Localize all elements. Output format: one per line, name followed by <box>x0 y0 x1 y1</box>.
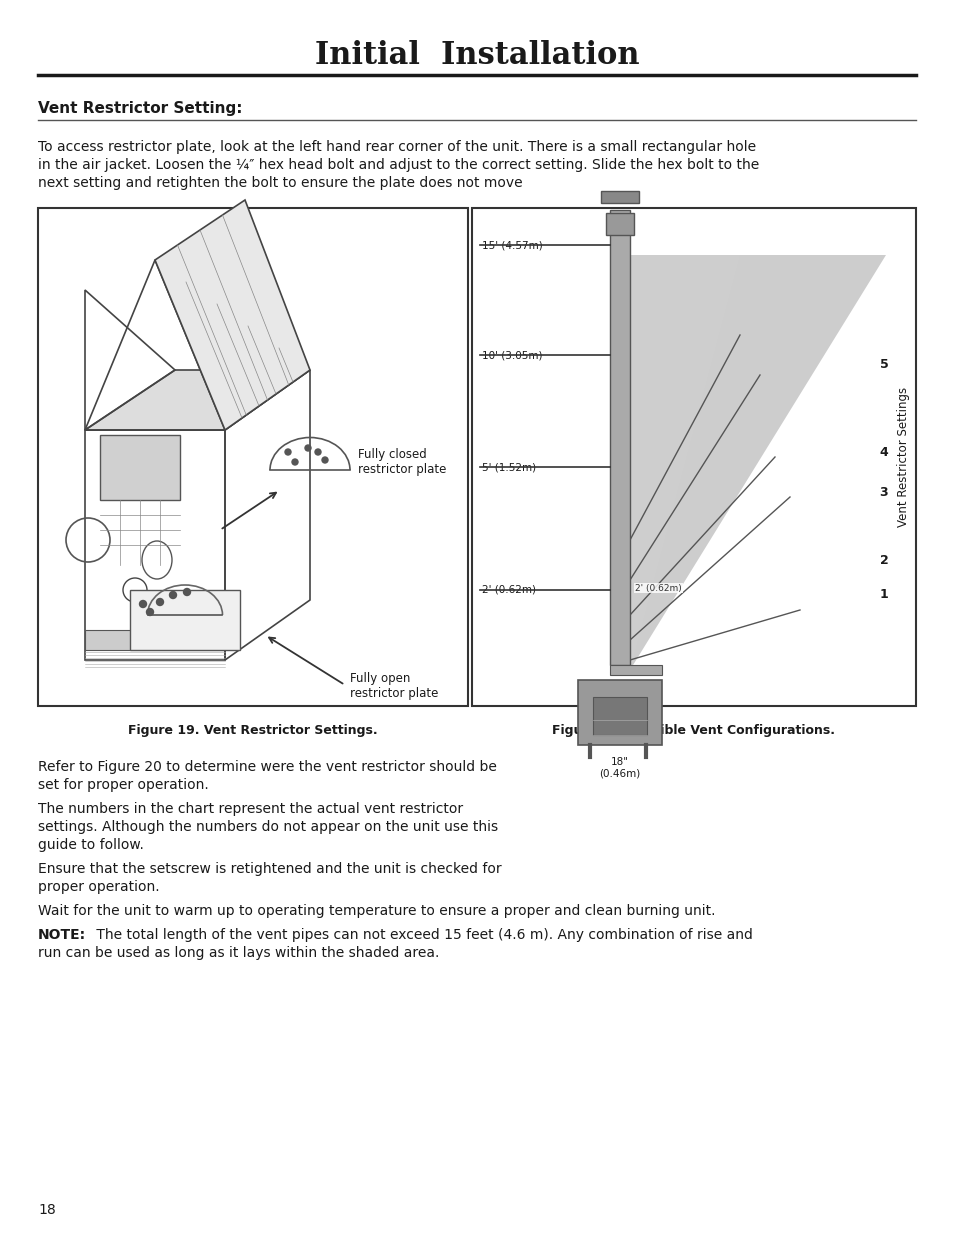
Text: in the air jacket. Loosen the ¼″ hex head bolt and adjust to the correct setting: in the air jacket. Loosen the ¼″ hex hea… <box>38 158 759 172</box>
Polygon shape <box>609 254 740 671</box>
Bar <box>600 191 639 203</box>
Text: The total length of the vent pipes can not exceed 15 feet (4.6 m). Any combinati: The total length of the vent pipes can n… <box>91 927 752 942</box>
Circle shape <box>292 459 297 466</box>
Text: Wait for the unit to warm up to operating temperature to ensure a proper and cle: Wait for the unit to warm up to operatin… <box>38 904 715 918</box>
Text: 18"
(0.46m): 18" (0.46m) <box>598 757 640 778</box>
Text: guide to follow.: guide to follow. <box>38 839 144 852</box>
Text: 2: 2 <box>879 553 887 567</box>
Text: 10' (3.05m): 10' (3.05m) <box>481 350 542 359</box>
Text: settings. Although the numbers do not appear on the unit use this: settings. Although the numbers do not ap… <box>38 820 497 834</box>
Text: Vent Restrictor Settings: Vent Restrictor Settings <box>897 387 909 527</box>
Circle shape <box>147 609 153 615</box>
Text: Refer to Figure 20 to determine were the vent restrictor should be: Refer to Figure 20 to determine were the… <box>38 760 497 774</box>
Text: 1: 1 <box>879 589 887 601</box>
Circle shape <box>183 589 191 595</box>
Text: Vent Restrictor Setting:: Vent Restrictor Setting: <box>38 100 242 116</box>
Text: The numbers in the chart represent the actual vent restrictor: The numbers in the chart represent the a… <box>38 802 462 816</box>
Bar <box>472 207 915 706</box>
Text: Figure 19. Vent Restrictor Settings.: Figure 19. Vent Restrictor Settings. <box>128 724 377 737</box>
Bar <box>609 664 661 676</box>
Circle shape <box>170 592 176 599</box>
Text: 2' (0.62m): 2' (0.62m) <box>481 585 536 595</box>
Text: Figure 20. Possible Vent Configurations.: Figure 20. Possible Vent Configurations. <box>552 724 835 737</box>
Text: 3: 3 <box>879 485 887 499</box>
Text: run can be used as long as it lays within the shaded area.: run can be used as long as it lays withi… <box>38 946 439 960</box>
Polygon shape <box>85 370 310 430</box>
Text: Fully closed
restrictor plate: Fully closed restrictor plate <box>357 448 446 475</box>
Bar <box>609 210 629 664</box>
Circle shape <box>314 450 320 454</box>
Circle shape <box>139 600 147 608</box>
Bar <box>85 630 225 650</box>
Text: set for proper operation.: set for proper operation. <box>38 778 209 792</box>
Text: 5: 5 <box>879 358 887 372</box>
Circle shape <box>305 445 311 451</box>
Bar <box>100 435 180 500</box>
Text: 2' (0.62m): 2' (0.62m) <box>635 583 681 593</box>
Text: 4: 4 <box>879 446 887 458</box>
Circle shape <box>156 599 163 605</box>
Bar <box>578 680 661 745</box>
Text: Initial  Installation: Initial Installation <box>314 40 639 70</box>
Polygon shape <box>154 200 310 430</box>
Bar <box>130 590 240 650</box>
Text: next setting and retighten the bolt to ensure the plate does not move: next setting and retighten the bolt to e… <box>38 177 522 190</box>
Text: proper operation.: proper operation. <box>38 881 159 894</box>
Text: Fully open
restrictor plate: Fully open restrictor plate <box>350 672 438 700</box>
Text: Ensure that the setscrew is retightened and the unit is checked for: Ensure that the setscrew is retightened … <box>38 862 501 876</box>
Bar <box>38 207 468 706</box>
Bar <box>605 212 634 235</box>
Circle shape <box>285 450 291 454</box>
Text: NOTE:: NOTE: <box>38 927 86 942</box>
Text: To access restrictor plate, look at the left hand rear corner of the unit. There: To access restrictor plate, look at the … <box>38 140 756 154</box>
Bar <box>593 697 646 735</box>
Circle shape <box>322 457 328 463</box>
Polygon shape <box>609 254 885 671</box>
Text: 15' (4.57m): 15' (4.57m) <box>481 240 542 249</box>
Text: 5' (1.52m): 5' (1.52m) <box>481 462 536 472</box>
Text: 18: 18 <box>38 1203 55 1216</box>
